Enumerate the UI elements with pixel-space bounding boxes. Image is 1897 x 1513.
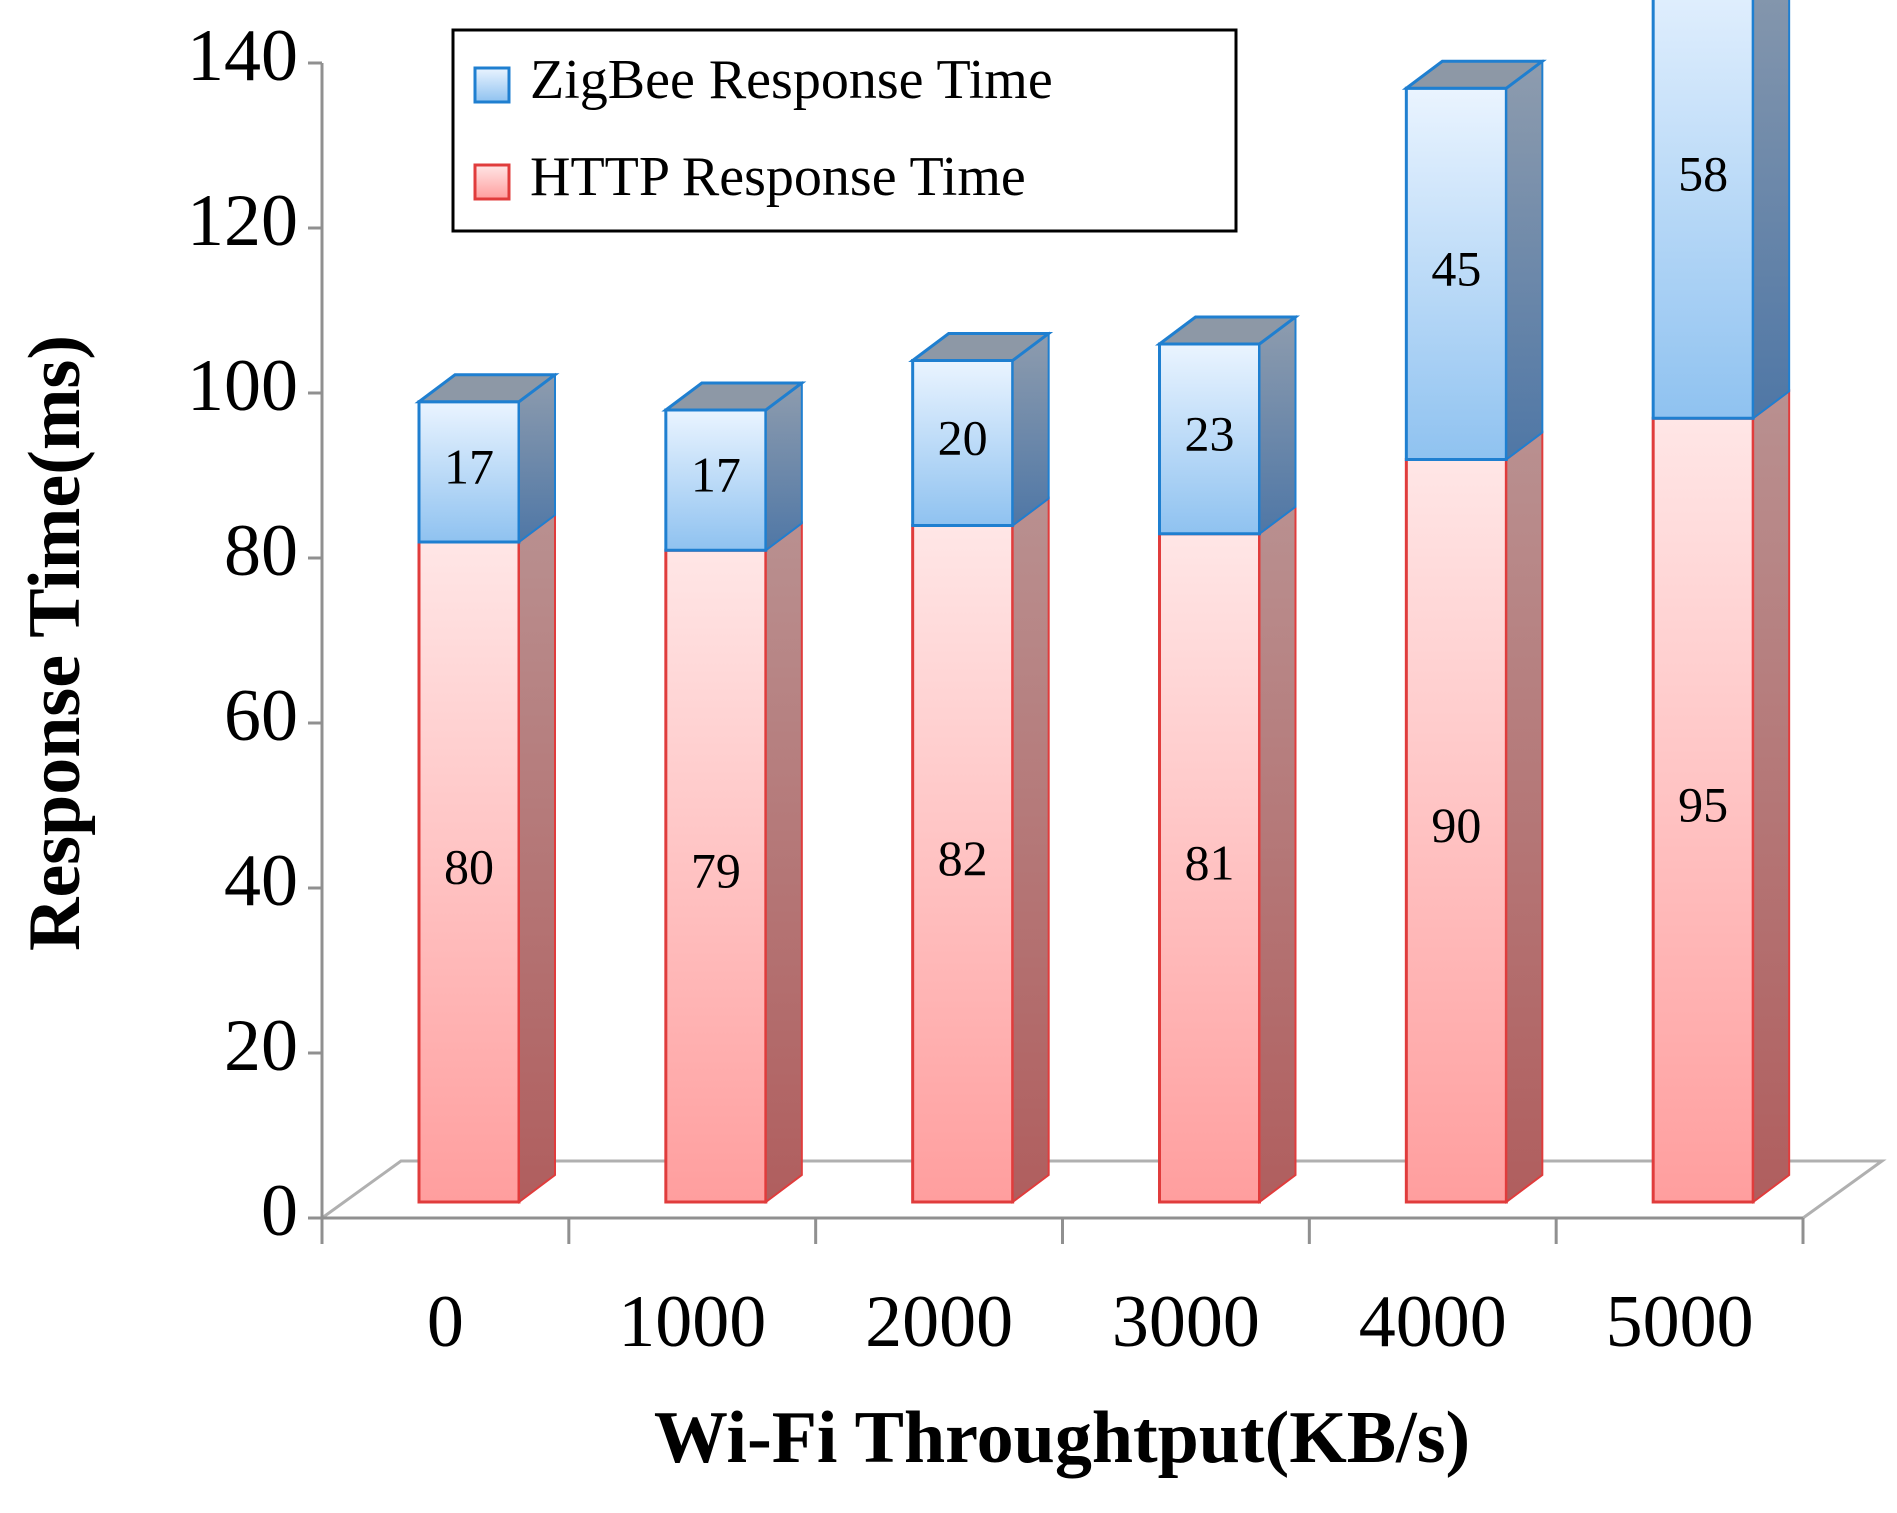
x-axis-title: Wi-Fi Throughtput(KB/s)	[654, 1397, 1470, 1479]
x-tick-label: 0	[427, 1281, 464, 1363]
bar-segment	[664, 408, 768, 552]
bar-segment	[1651, 416, 1755, 1204]
legend-swatch	[473, 66, 511, 104]
value-label: 80	[444, 838, 494, 894]
y-tick-label: 80	[224, 510, 298, 592]
bar-side	[1258, 504, 1297, 1204]
value-label: 81	[1185, 834, 1235, 890]
bar-top	[661, 381, 807, 412]
legend-swatch	[473, 163, 511, 201]
value-label: 23	[1185, 405, 1235, 461]
bar-top	[908, 332, 1054, 362]
value-label: 95	[1678, 777, 1728, 833]
x-tick-label: 5000	[1606, 1281, 1754, 1363]
bar-top	[1155, 315, 1300, 346]
bar-side	[1011, 331, 1050, 528]
bar-side	[1011, 496, 1050, 1205]
legend-label: HTTP Response Time	[530, 146, 1026, 208]
bar-side	[1752, 389, 1791, 1204]
value-label: 82	[938, 830, 988, 886]
legend-box	[451, 28, 1238, 233]
x-tick-label: 1000	[618, 1281, 766, 1363]
value-label: 79	[691, 843, 741, 899]
y-tick-label: 40	[224, 840, 298, 922]
x-tick-label: 4000	[1359, 1281, 1507, 1363]
value-label: 45	[1431, 240, 1481, 296]
y-axis-title: Response Time(ms)	[14, 335, 96, 951]
bar-segment	[1158, 532, 1261, 1204]
x-tick-label: 2000	[865, 1281, 1013, 1363]
y-tick-label: 140	[187, 15, 298, 97]
bar-side	[764, 521, 803, 1204]
bar-side	[1505, 430, 1544, 1204]
bar-segment	[664, 548, 768, 1204]
y-tick-label: 100	[187, 345, 298, 427]
value-label: 20	[938, 409, 988, 465]
legend-label: ZigBee Response Time	[530, 49, 1053, 111]
y-tick-label: 0	[261, 1170, 298, 1252]
bar-segment	[1404, 458, 1508, 1204]
bar-segment	[1651, 0, 1755, 420]
y-tick-label: 20	[224, 1005, 298, 1087]
bar-segment	[1404, 86, 1508, 461]
x-tick-label: 3000	[1112, 1281, 1260, 1363]
value-label: 58	[1678, 145, 1728, 201]
value-label: 17	[691, 447, 741, 503]
bar-side	[518, 372, 556, 544]
value-label: 17	[444, 438, 494, 494]
bar-top	[414, 373, 560, 404]
y-tick-label: 60	[224, 675, 298, 757]
y-tick-label: 120	[187, 180, 298, 262]
bar-top	[1401, 59, 1547, 90]
bar-side	[518, 513, 556, 1204]
bar-side	[764, 381, 803, 553]
value-label: 90	[1431, 797, 1481, 853]
bar-side	[1505, 59, 1544, 462]
bar-side	[1258, 315, 1297, 536]
bar-segment	[911, 524, 1015, 1204]
bar-side	[1752, 0, 1791, 421]
bar-segment	[911, 359, 1015, 527]
